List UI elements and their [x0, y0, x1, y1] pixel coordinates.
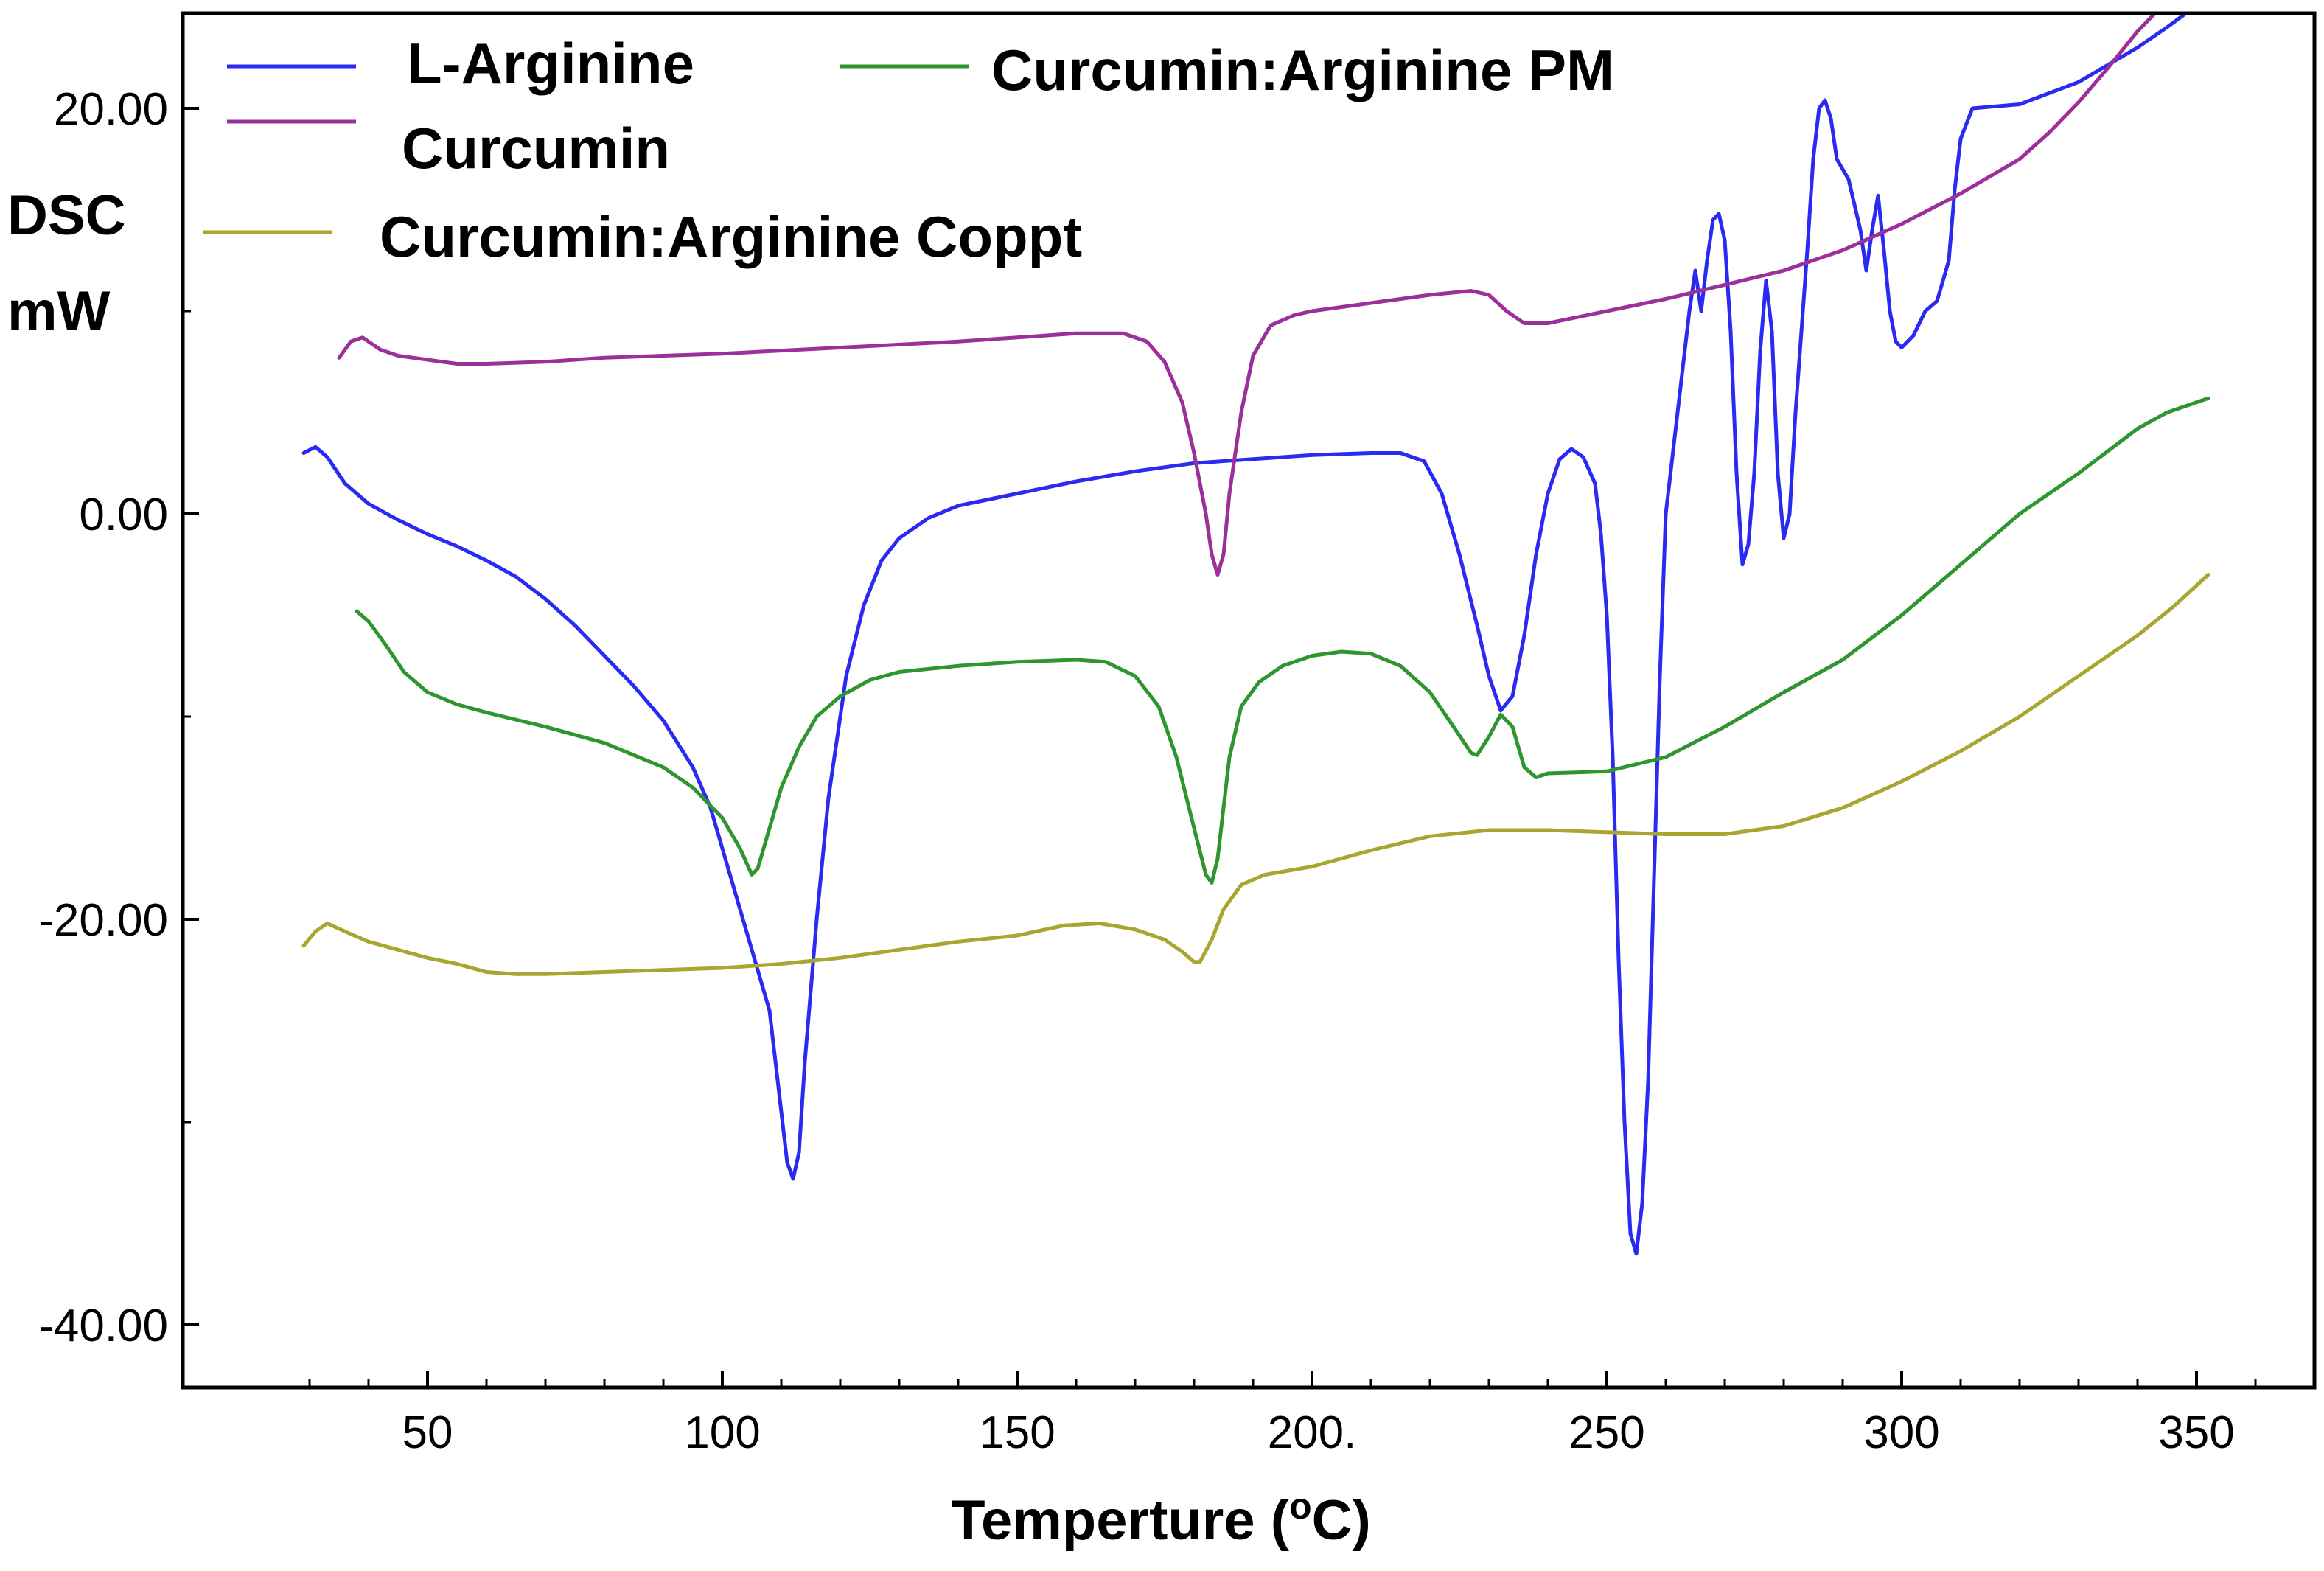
series-line-curcumin-arginine-coppt — [301, 573, 2210, 976]
series-line-curcumin — [337, 15, 2156, 577]
x-axis-label-main: Temperture ( — [951, 1489, 1290, 1552]
x-tick-label: 150 — [979, 1407, 1055, 1458]
x-axis-label-superscript: o — [1289, 1485, 1312, 1527]
legend-label: Curcumin:Arginine Coppt — [380, 204, 1082, 269]
y-tick-label: 0.00 — [79, 490, 168, 540]
axis-ticks: 50 100 150 200. 250 300 350 20.00 0.00 -20.00 -40.… — [38, 84, 2257, 1458]
x-tick-label: 350 — [2158, 1407, 2234, 1458]
series-layer — [301, 15, 2210, 1256]
y-tick-label: 20.00 — [54, 84, 168, 135]
y-tick-label: -20.00 — [38, 895, 168, 946]
x-tick-label: 250 — [1568, 1407, 1644, 1458]
x-tick-label: 100 — [684, 1407, 760, 1458]
x-axis-label-suffix: C) — [1312, 1489, 1371, 1552]
legend-label: Curcumin — [402, 116, 670, 181]
series-line-l-arginine — [301, 15, 2186, 1256]
legend-label: Curcumin:Arginine PM — [991, 38, 1614, 102]
y-axis-label-line1: DSC — [7, 184, 125, 247]
y-tick-label: -40.00 — [38, 1300, 168, 1351]
legend-label: L-Arginine — [407, 31, 694, 96]
x-tick-label: 50 — [402, 1407, 453, 1458]
x-tick-label: 300 — [1863, 1407, 1939, 1458]
plot-frame — [181, 11, 2317, 1390]
series-line-curcumin-arginine-pm — [355, 396, 2210, 885]
y-axis-label-line2: mW — [7, 280, 111, 343]
x-tick-label: 200. — [1268, 1407, 1357, 1458]
x-axis-label: Temperture (oC) — [951, 1485, 1371, 1552]
legend: L-Arginine Curcumin:Arginine PM Curcumin Cu… — [203, 31, 1614, 269]
